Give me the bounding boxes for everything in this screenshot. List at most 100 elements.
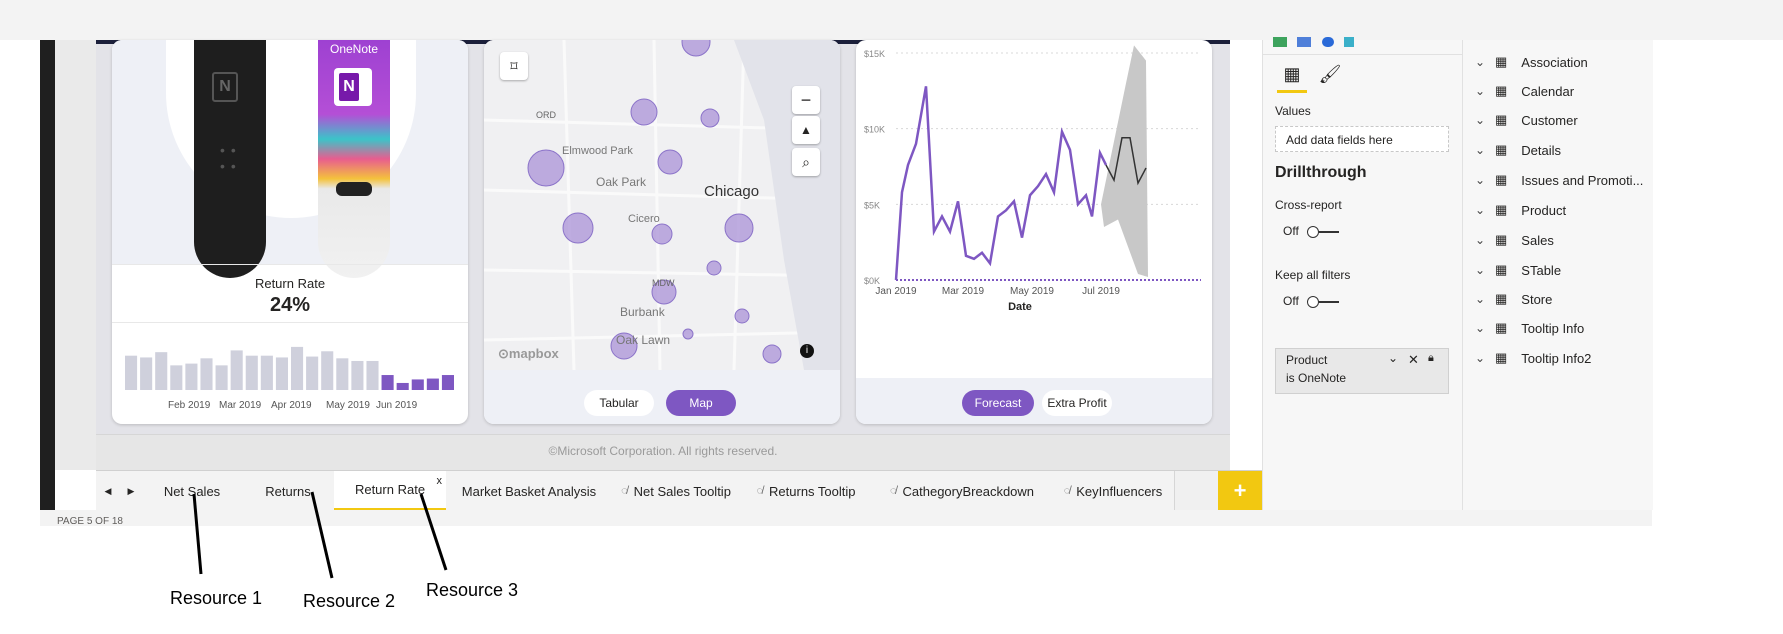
remove-filter-icon[interactable]: ✕ (1408, 352, 1419, 367)
map-bubble (630, 98, 658, 126)
keep-filters-toggle[interactable] (1307, 294, 1339, 308)
fields-tab-icon[interactable]: ▦ (1283, 64, 1301, 84)
tab-category-breakdown[interactable]: ◌̸ CathegoryBreackdown (872, 471, 1053, 511)
field-table-item[interactable]: ⌄ ▦ Sales (1475, 230, 1554, 250)
chevron-down-icon[interactable]: ⌄ (1475, 203, 1486, 217)
y-axis-tick: $5K (864, 200, 880, 210)
values-drop-well[interactable]: Add data fields here (1275, 126, 1449, 152)
map-card[interactable]: Elmwood Park Oak Park Chicago Cicero Burbank… (484, 40, 840, 424)
tabular-button[interactable]: Tabular (584, 390, 654, 416)
drillthrough-title: Drillthrough (1275, 164, 1367, 181)
chevron-down-icon[interactable]: ⌄ (1475, 233, 1486, 247)
tab-key-influencers[interactable]: ◌̸ KeyInfluencers (1052, 471, 1175, 511)
chevron-down-icon[interactable]: ⌄ (1475, 55, 1486, 69)
page-tabs-bar: ◀ ▶ Net Sales Returns Return Rate x Mark… (96, 470, 1262, 511)
zoom-out-icon[interactable]: − (792, 86, 820, 114)
chevron-down-icon[interactable]: ⌄ (1475, 351, 1486, 365)
field-table-label: Association (1521, 54, 1588, 70)
chevron-down-icon[interactable]: ⌄ (1388, 351, 1399, 365)
map-bubble (700, 108, 720, 128)
close-tab-icon[interactable]: x (436, 475, 443, 487)
onenote-logo-icon: N (334, 68, 372, 106)
return-rate-bar-chart[interactable]: Feb 2019 Mar 2019 Apr 2019 May 2019 Jun 2019 (112, 330, 468, 424)
tab-market-basket-analysis[interactable]: Market Basket Analysis (446, 471, 613, 511)
map-bubble (724, 213, 754, 243)
field-table-item[interactable]: ⌄ ▦ Product (1475, 200, 1566, 220)
forecast-button[interactable]: Forecast (962, 390, 1034, 416)
chevron-down-icon[interactable]: ⌄ (1475, 263, 1486, 277)
field-table-item[interactable]: ⌄ ▦ Issues and Promoti... (1475, 170, 1643, 190)
map-bubble (651, 279, 677, 305)
table-icon: ▦ (1495, 262, 1508, 277)
filter-value: is OneNote (1286, 371, 1347, 385)
bar-axis-tick: Jun 2019 (376, 400, 418, 411)
add-page-button[interactable]: + (1218, 471, 1262, 511)
return-rate-bar (291, 346, 304, 390)
return-rate-bar (306, 356, 319, 390)
return-rate-bar (125, 355, 138, 390)
lasso-select-icon[interactable]: ⌑ (500, 52, 528, 80)
compass-icon[interactable]: ▲ (792, 116, 820, 144)
info-icon[interactable]: i (800, 344, 814, 358)
return-rate-bar (155, 352, 168, 390)
chevron-down-icon[interactable]: ⌄ (1475, 173, 1486, 187)
return-rate-value: 24% (269, 294, 311, 316)
return-rate-bar (215, 365, 228, 390)
field-table-item[interactable]: ⌄ ▦ Tooltip Info2 (1475, 348, 1591, 368)
onenote-label: OneNote (329, 42, 379, 56)
field-table-item[interactable]: ⌄ ▦ Tooltip Info (1475, 318, 1584, 338)
zoom-to-fit-icon[interactable]: ⌕ (792, 148, 820, 176)
top-toolbar-strip (0, 0, 1783, 40)
line-chart-card[interactable]: $15K $10K $5K $0K Jan 2019 Mar 2019 May 2019 Ju… (856, 40, 1212, 424)
hidden-eye-icon: ◌̸ (756, 485, 764, 497)
copyright-text: ©Microsoft Corporation. All rights reser… (548, 444, 778, 458)
table-icon: ▦ (1495, 112, 1508, 127)
return-rate-card[interactable]: N •• •• OneNote N Return Rate 24% Feb 20… (112, 40, 468, 424)
mapbox-attribution: ⊙mapbox (498, 346, 559, 361)
map-place-label: Burbank (620, 305, 666, 319)
field-table-label: Tooltip Info2 (1521, 350, 1592, 366)
tab-net-sales[interactable]: Net Sales (142, 471, 243, 511)
map-road (484, 268, 840, 278)
field-table-item[interactable]: ⌄ ▦ Association (1475, 52, 1588, 72)
field-table-label: Details (1521, 142, 1562, 158)
bar-axis-tick: May 2019 (326, 400, 370, 411)
y-axis-tick: $0K (864, 276, 880, 286)
table-icon: ▦ (1495, 172, 1508, 187)
prev-page-icon[interactable]: ◀ (96, 471, 121, 511)
return-rate-bar (260, 355, 273, 390)
chevron-down-icon[interactable]: ⌄ (1475, 143, 1486, 157)
field-table-item[interactable]: ⌄ ▦ STable (1475, 260, 1561, 280)
field-table-item[interactable]: ⌄ ▦ Customer (1475, 110, 1578, 130)
status-bar (40, 510, 1652, 526)
drillthrough-filter-card[interactable]: Product is OneNote ⌄ ✕ 🔒︎ (1275, 348, 1449, 394)
chevron-down-icon[interactable]: ⌄ (1475, 84, 1486, 98)
map-bubble (610, 332, 638, 360)
table-icon: ▦ (1495, 54, 1508, 69)
table-icon: ▦ (1495, 83, 1508, 98)
field-table-label: Calendar (1521, 83, 1575, 99)
field-table-item[interactable]: ⌄ ▦ Details (1475, 140, 1561, 160)
chevron-down-icon[interactable]: ⌄ (1475, 113, 1486, 127)
tab-return-rate[interactable]: Return Rate x (334, 471, 447, 511)
field-table-item[interactable]: ⌄ ▦ Calendar (1475, 81, 1574, 101)
chevron-down-icon[interactable]: ⌄ (1475, 321, 1486, 335)
cross-report-state: Off (1283, 224, 1299, 238)
cross-report-toggle[interactable] (1307, 224, 1339, 238)
tab-net-sales-tooltip[interactable]: ◌̸ Net Sales Tooltip (612, 471, 741, 511)
field-table-item[interactable]: ⌄ ▦ Store (1475, 289, 1552, 309)
format-paint-roller-icon[interactable]: 🖌 (1318, 64, 1342, 84)
map-buttons-area (484, 370, 840, 424)
chevron-down-icon[interactable]: ⌄ (1475, 292, 1486, 306)
field-table-label: Product (1521, 202, 1567, 218)
extra-profit-button[interactable]: Extra Profit (1042, 390, 1112, 416)
table-icon: ▦ (1495, 232, 1508, 247)
y-axis-tick: $10K (864, 125, 885, 135)
lock-icon[interactable]: 🔒︎ (1428, 352, 1434, 364)
map-button[interactable]: Map (666, 390, 736, 416)
line-buttons-area (856, 378, 1212, 424)
tab-returns-tooltip[interactable]: ◌̸ Returns Tooltip (740, 471, 873, 511)
return-rate-bar (275, 357, 288, 390)
